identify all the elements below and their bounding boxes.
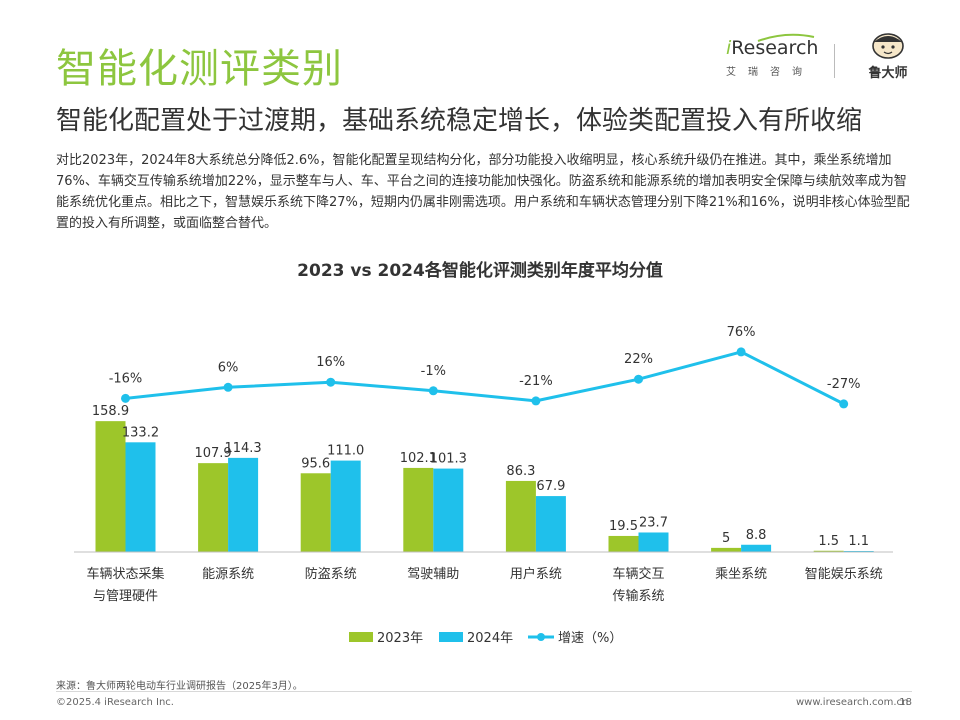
page-subtitle: 智能化配置处于过渡期，基础系统稳定增长，体验类配置投入有所收缩 (56, 106, 863, 136)
x-tick-label: 传输系统 (612, 588, 664, 604)
copyright: ©2025.4 iResearch Inc. (56, 697, 174, 708)
legend-label-2023: 2023年 (377, 631, 423, 646)
bar-2023 (608, 535, 639, 552)
ludashi-mascot-icon (872, 33, 904, 59)
page-number: 18 (899, 697, 912, 708)
growth-point (839, 399, 849, 409)
growth-label: 22% (624, 352, 653, 367)
bar-2024 (330, 460, 361, 552)
growth-point (326, 377, 336, 387)
growth-label: 6% (218, 360, 239, 375)
bar-2023 (813, 550, 844, 552)
x-tick-label: 车辆交互 (612, 566, 664, 582)
legend-label-2024: 2024年 (467, 631, 513, 646)
growth-point (634, 374, 643, 384)
bar-value-label: 114.3 (224, 441, 261, 456)
bar-value-label: 86.3 (506, 464, 535, 479)
bar-value-label: 19.5 (609, 519, 638, 534)
growth-label: -1% (421, 364, 446, 379)
growth-label: -27% (827, 377, 861, 392)
x-tick-label: 与管理硬件 (93, 589, 158, 604)
iresearch-logo: iResearch 艾瑞咨询 (726, 33, 819, 78)
bar-value-label: 133.2 (122, 425, 159, 440)
bar-2023 (198, 463, 229, 552)
bar-value-label: 1.1 (848, 534, 869, 549)
x-tick-label: 车辆状态采集 (86, 566, 164, 582)
legend-marker-growth (537, 633, 545, 641)
bar-2023 (300, 473, 331, 552)
growth-point (223, 382, 233, 392)
bar-value-label: 67.9 (536, 479, 565, 494)
x-tick-label: 能源系统 (202, 567, 254, 582)
bar-value-label: 102.1 (400, 451, 437, 466)
legend-label-growth: 增速（%） (558, 631, 622, 646)
bar-value-label: 158.9 (92, 404, 129, 419)
page-title: 智能化测评类别 (56, 46, 343, 92)
bar-value-label: 101.3 (430, 452, 467, 467)
footer-divider (56, 691, 912, 692)
bar-value-label: 107.9 (194, 446, 231, 461)
bar-2024 (638, 532, 669, 552)
legend-swatch-2023 (349, 632, 373, 642)
growth-label: 16% (316, 355, 345, 370)
bar-2024 (741, 544, 772, 552)
bar-value-label: 95.6 (301, 456, 330, 471)
growth-line (125, 350, 845, 406)
ludashi-wordmark: 鲁大师 (868, 66, 908, 81)
bar-2024 (433, 468, 464, 552)
bar-2024 (125, 442, 156, 552)
website-link[interactable]: www.iresearch.com.cn (796, 697, 909, 708)
source-note: 来源：鲁大师两轮电动车行业调研报告（2025年3月）。 (56, 681, 303, 692)
growth-point (121, 393, 130, 403)
legend-swatch-2024 (439, 632, 463, 642)
x-tick-label: 驾驶辅助 (407, 567, 459, 582)
bar-2024 (228, 457, 259, 552)
bar-value-label: 111.0 (327, 444, 364, 459)
iresearch-cn-name: 艾瑞咨询 (726, 67, 814, 78)
growth-label: -16% (109, 371, 143, 386)
growth-point (428, 386, 438, 396)
bar-2023 (403, 467, 434, 552)
growth-label: 76% (727, 325, 756, 340)
bar-value-label: 5 (722, 531, 730, 546)
x-tick-label: 乘坐系统 (715, 567, 767, 582)
bar-value-label: 1.5 (818, 534, 839, 549)
summary-paragraph: 对比2023年，2024年8大系统总分降低2.6%，智能化配置呈现结构分化，部分… (56, 153, 910, 231)
bar-2023 (505, 480, 536, 552)
growth-label: -21% (519, 374, 553, 389)
growth-point (736, 347, 746, 357)
growth-point (531, 396, 541, 406)
ludashi-logo: 鲁大师 (858, 30, 918, 81)
bar-2024 (535, 496, 566, 552)
bar-2023 (95, 421, 126, 552)
x-tick-label: 防盗系统 (305, 566, 357, 582)
bar-value-label: 8.8 (746, 528, 767, 543)
x-tick-label: 智能娱乐系统 (805, 567, 883, 582)
logo-divider (834, 44, 835, 78)
bar-2023 (711, 547, 742, 552)
bar-value-label: 23.7 (639, 515, 668, 530)
chart-title: 2023 vs 2024各智能化评测类别年度平均分值 (297, 261, 663, 281)
iresearch-swoosh-icon (757, 33, 815, 42)
x-tick-label: 用户系统 (510, 566, 562, 582)
iresearch-wordmark: iResearch (726, 37, 819, 59)
